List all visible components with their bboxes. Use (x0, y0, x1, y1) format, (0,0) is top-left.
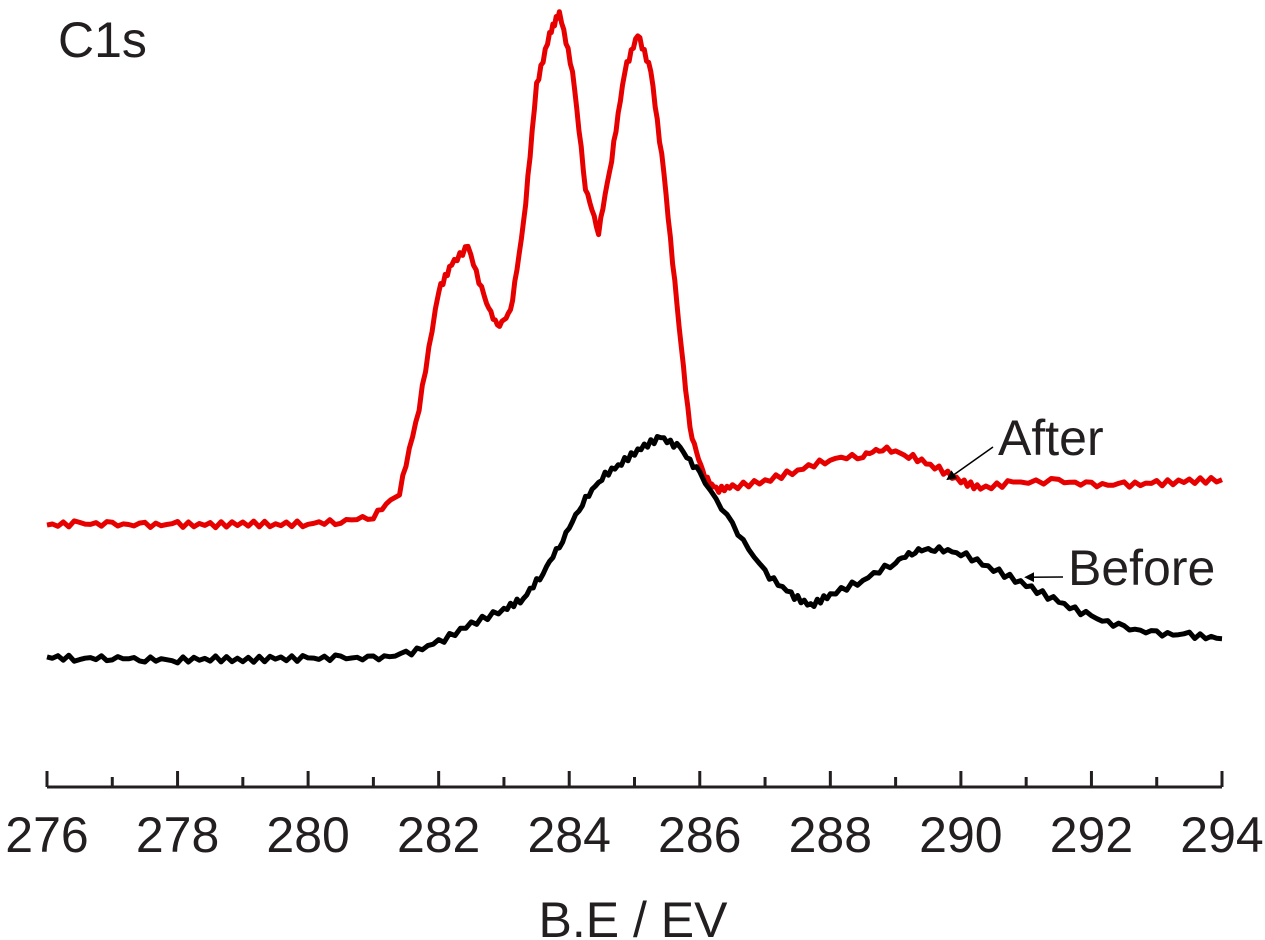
x-tick-label: 294 (1180, 807, 1263, 863)
x-tick-label: 284 (528, 807, 611, 863)
x-tick-label: 276 (5, 807, 88, 863)
annotation-label-before: Before (1068, 540, 1215, 596)
x-axis-ticks: 276 278 280 282 284 286 288 290 292 294 (5, 771, 1264, 863)
panel-label: C1s (58, 12, 147, 68)
series-line-before (46, 434, 1223, 666)
x-tick-label: 288 (789, 807, 872, 863)
x-tick-label: 282 (397, 807, 480, 863)
x-tick-label: 286 (658, 807, 741, 863)
annotation-arrow-after (946, 446, 994, 481)
x-tick-label: 278 (136, 807, 219, 863)
x-axis-title: B.E / EV (539, 892, 729, 940)
x-tick-label: 292 (1050, 807, 1133, 863)
annotation-layer: After Before (946, 410, 1215, 596)
x-tick-label: 290 (919, 807, 1002, 863)
series-layer (46, 9, 1223, 666)
annotation-label-after: After (998, 410, 1104, 466)
x-tick-label: 280 (266, 807, 349, 863)
